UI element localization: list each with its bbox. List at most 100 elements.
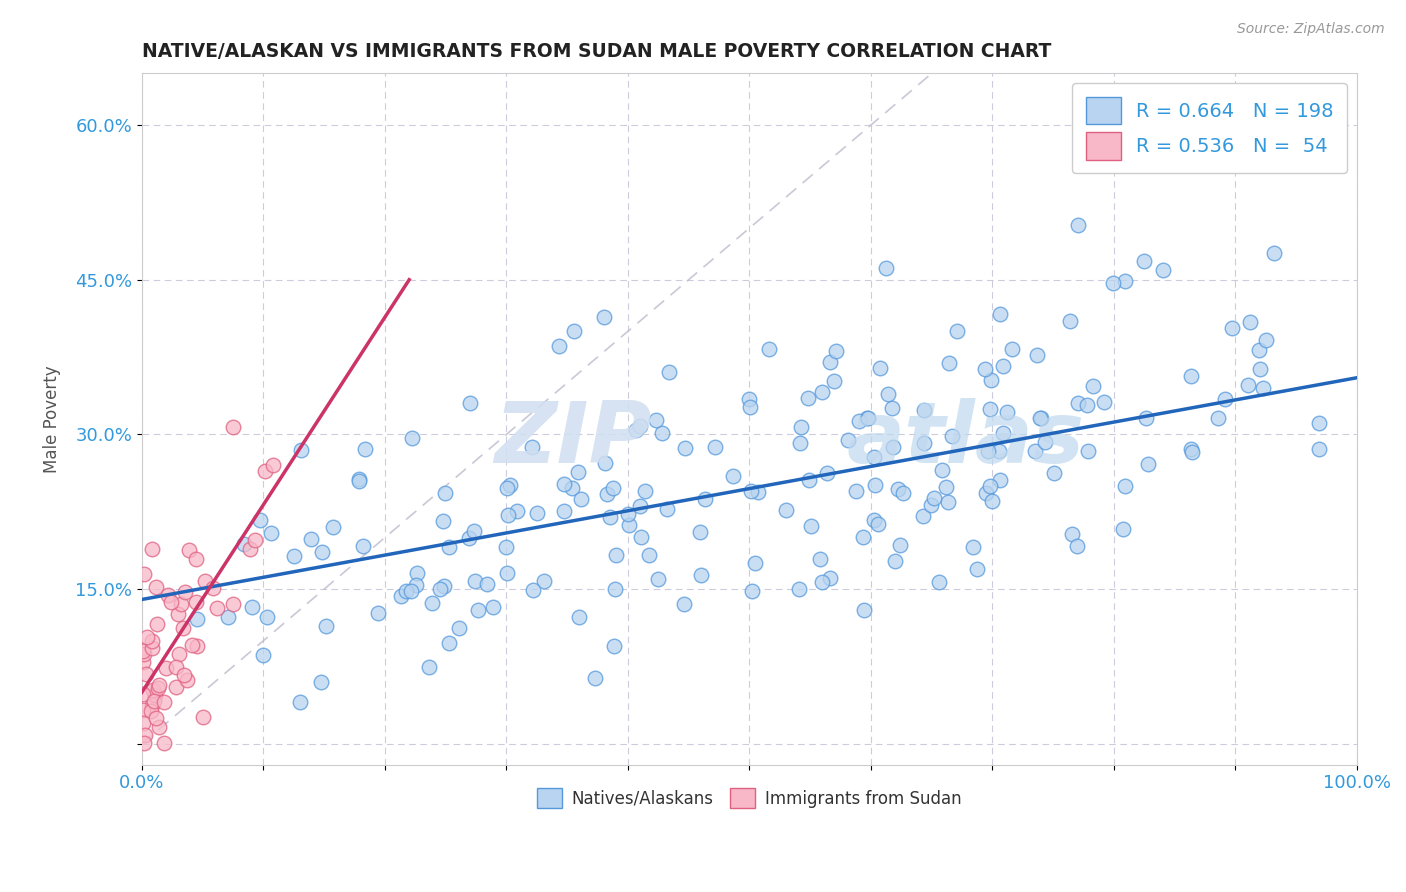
Point [638, 548, 661, 562]
Point [132, 656, 155, 670]
Point [569, 491, 592, 506]
Point [347, 475, 370, 489]
Point [655, 502, 678, 516]
Point [738, 392, 761, 406]
Point [634, 484, 657, 499]
Point [458, 531, 481, 545]
Point [1024, 443, 1046, 458]
Point [1114, 479, 1136, 493]
Point [811, 574, 834, 589]
Point [1077, 443, 1099, 458]
Point [976, 443, 998, 458]
Point [974, 362, 997, 376]
Point [447, 622, 470, 636]
Point [145, 580, 167, 594]
Y-axis label: Male Poverty: Male Poverty [44, 365, 60, 473]
Point [882, 440, 904, 454]
Point [1026, 347, 1049, 361]
Point [980, 494, 1002, 508]
Point [146, 681, 169, 695]
Point [595, 456, 617, 470]
Point [721, 468, 744, 483]
Point [349, 472, 371, 486]
Point [747, 484, 769, 499]
Point [322, 519, 344, 533]
Point [553, 504, 575, 518]
Point [866, 516, 889, 531]
Point [395, 584, 418, 599]
Point [139, 704, 162, 718]
Point [165, 680, 187, 694]
Point [962, 540, 984, 554]
Point [848, 414, 870, 428]
Point [1135, 410, 1157, 425]
Point [936, 494, 959, 508]
Point [467, 602, 489, 616]
Point [172, 621, 194, 635]
Point [1308, 442, 1330, 456]
Point [1254, 333, 1277, 347]
Point [863, 513, 886, 527]
Point [693, 492, 716, 507]
Point [201, 581, 224, 595]
Point [869, 360, 891, 375]
Point [495, 481, 517, 495]
Point [856, 411, 879, 425]
Point [852, 530, 875, 544]
Point [740, 483, 762, 498]
Point [194, 574, 217, 588]
Point [628, 419, 651, 434]
Point [775, 502, 797, 516]
Point [800, 518, 823, 533]
Point [420, 596, 443, 610]
Point [1067, 218, 1090, 232]
Point [505, 504, 527, 518]
Point [253, 464, 276, 478]
Point [141, 634, 163, 648]
Point [758, 343, 780, 357]
Point [624, 423, 647, 437]
Point [818, 354, 841, 368]
Point [132, 687, 155, 701]
Point [979, 402, 1001, 417]
Point [153, 696, 176, 710]
Point [922, 491, 945, 505]
Point [880, 401, 903, 416]
Point [1111, 522, 1133, 536]
Point [810, 384, 832, 399]
Point [595, 486, 617, 500]
Point [186, 612, 208, 626]
Point [617, 517, 640, 532]
Point [165, 659, 187, 673]
Point [159, 595, 181, 609]
Text: ZIP: ZIP [495, 398, 652, 481]
Point [647, 572, 669, 586]
Point [920, 498, 942, 512]
Point [862, 450, 884, 464]
Point [437, 541, 460, 555]
Point [658, 365, 681, 379]
Point [176, 673, 198, 687]
Point [299, 532, 322, 546]
Point [290, 443, 312, 458]
Point [1092, 394, 1115, 409]
Point [288, 695, 311, 709]
Point [315, 619, 337, 633]
Point [141, 542, 163, 557]
Point [405, 578, 427, 592]
Point [233, 537, 256, 551]
Point [526, 506, 548, 520]
Point [239, 541, 262, 556]
Point [808, 552, 831, 566]
Point [134, 728, 156, 742]
Point [132, 644, 155, 658]
Point [583, 671, 606, 685]
Point [853, 603, 876, 617]
Point [945, 324, 967, 338]
Text: Source: ZipAtlas.com: Source: ZipAtlas.com [1237, 22, 1385, 37]
Point [1308, 416, 1330, 430]
Point [418, 660, 440, 674]
Point [1152, 263, 1174, 277]
Point [603, 639, 626, 653]
Point [1137, 458, 1160, 472]
